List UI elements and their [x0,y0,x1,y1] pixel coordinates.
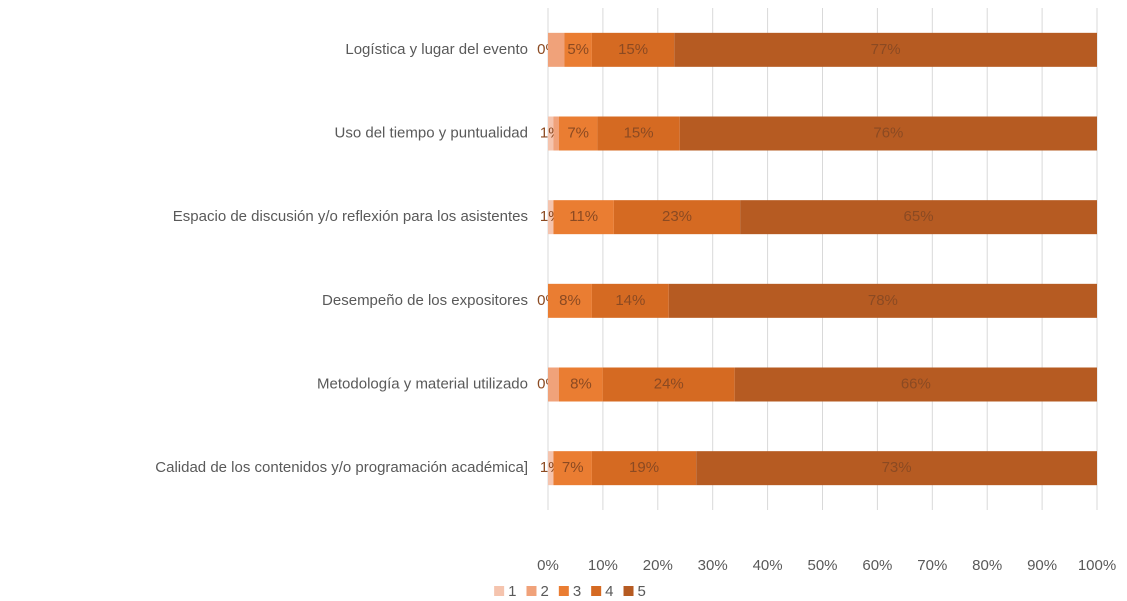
bar-segment [548,32,565,67]
y-tick-label: Espacio de discusión y/o reflexión para … [173,208,528,225]
x-tick-label: 80% [972,557,1002,574]
legend-label: 1 [508,583,516,600]
bar-segment [553,451,592,486]
x-tick-label: 70% [917,557,947,574]
data-label: 78% [868,292,898,309]
y-tick-label: Calidad de los contenidos y/o programaci… [155,459,528,476]
legend-label: 3 [573,583,581,600]
bar-segment [696,451,1097,486]
x-tick-label: 40% [753,557,783,574]
data-label: 15% [624,124,654,141]
data-label: 77% [871,41,901,58]
y-tick-label: Uso del tiempo y puntualidad [335,124,528,141]
data-label: 5% [567,41,589,58]
bar-segment [734,367,1097,402]
y-tick-label: Metodología y material utilizado [317,375,528,392]
x-tick-label: 10% [588,557,618,574]
x-tick-label: 100% [1078,557,1116,574]
bar-segment [591,32,675,67]
bar-segment [548,116,554,151]
x-tick-label: 20% [643,557,673,574]
bar-segment [553,200,614,235]
x-tick-label: 50% [807,557,837,574]
data-label: 65% [904,208,934,225]
bar-segment [591,283,669,318]
data-label: 66% [901,375,931,392]
bar-segment [668,283,1097,318]
data-label: 14% [615,292,645,309]
data-label: 76% [873,124,903,141]
bar-segment [679,116,1097,151]
data-label: 24% [654,375,684,392]
bar-segment [548,283,592,318]
data-label: 11% [569,208,598,225]
legend-swatch [623,586,634,596]
x-tick-label: 0% [537,557,559,574]
data-label: 73% [882,459,912,476]
legend-label: 5 [638,583,646,600]
legend-label: 2 [540,583,548,600]
legend-swatch [558,586,569,596]
legend-swatch [526,586,537,596]
legend-label: 4 [605,583,613,600]
bar-segment [553,116,559,151]
x-tick-label: 30% [698,557,728,574]
data-label: 23% [662,208,692,225]
legend-swatch [494,586,505,596]
data-label: 8% [559,292,581,309]
bar-segment [674,32,1097,67]
bar-segment [564,32,592,67]
bar-segment [558,367,603,402]
data-label: 7% [567,124,589,141]
bar-segment [740,200,1097,235]
bar-segment [548,200,554,235]
data-label: 8% [570,375,592,392]
bar-segment [548,367,559,402]
data-label: 15% [618,41,648,58]
data-label: 19% [629,459,659,476]
bar-segment [602,367,735,402]
legend-swatch [591,586,602,596]
y-tick-label: Logística y lugar del evento [345,41,528,58]
bar-segment [597,116,680,151]
bar-segment [558,116,598,151]
legend: 1 2 3 4 5 [494,583,646,600]
bar-segment [613,200,741,235]
x-tick-label: 60% [862,557,892,574]
x-tick-label: 90% [1027,557,1057,574]
y-tick-label: Desempeño de los expositores [322,292,528,309]
data-label: 7% [562,459,584,476]
bar-segment [591,451,697,486]
bar-segment [548,451,554,486]
